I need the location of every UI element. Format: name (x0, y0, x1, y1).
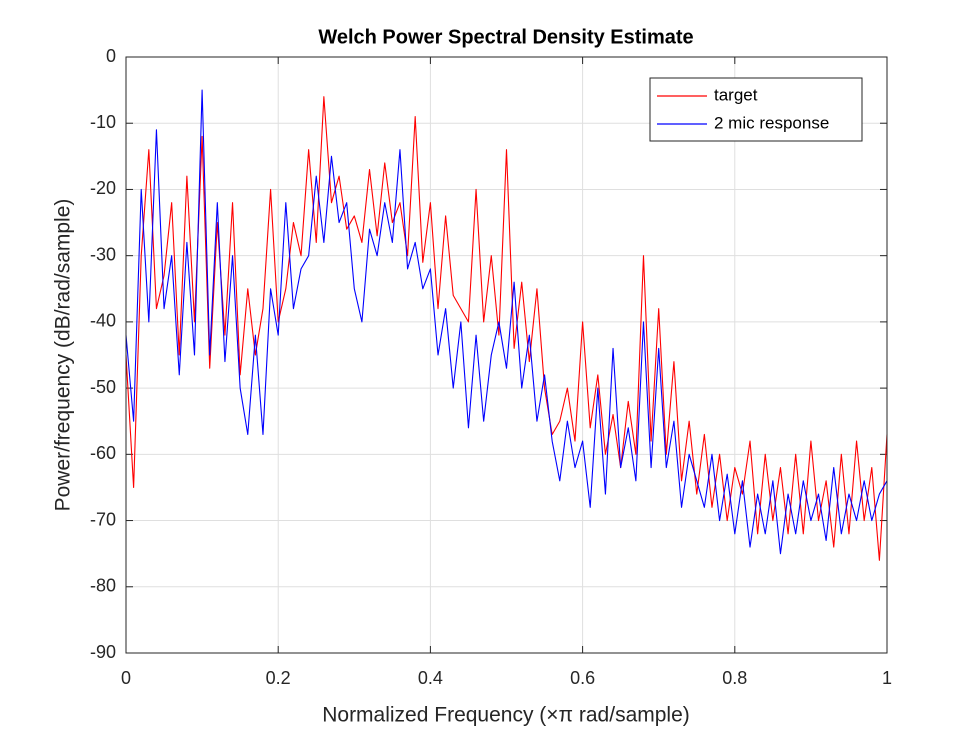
x-tick-label: 0.6 (570, 668, 595, 688)
axes-box (125, 56, 888, 654)
y-tick-label: -60 (90, 443, 116, 463)
plot-area (126, 57, 887, 653)
series-line (125, 89, 888, 555)
x-tick-label: 1 (882, 668, 892, 688)
x-tick-label: 0 (121, 668, 131, 688)
x-tick-label: 0.4 (418, 668, 443, 688)
legend-label: target (714, 85, 758, 104)
y-tick-label: -10 (90, 112, 116, 132)
y-tick-label: -20 (90, 178, 116, 198)
legend-box (649, 77, 863, 142)
x-axis-label: Normalized Frequency (×π rad/sample) (322, 704, 690, 727)
y-tick-label: -40 (90, 311, 116, 331)
chart-title: Welch Power Spectral Density Estimate (318, 26, 693, 48)
x-tick-label: 0.8 (722, 668, 747, 688)
y-tick-label: -50 (90, 377, 116, 397)
y-axis-label: Power/frequency (dB/rad/sample) (52, 199, 75, 512)
y-tick-label: -30 (90, 244, 116, 264)
y-tick-label: -80 (90, 576, 116, 596)
y-tick-label: 0 (106, 46, 116, 66)
x-tick-label: 0.2 (266, 668, 291, 688)
legend-label: 2 mic response (714, 113, 829, 132)
y-tick-label: -70 (90, 509, 116, 529)
y-tick-label: -90 (90, 642, 116, 662)
